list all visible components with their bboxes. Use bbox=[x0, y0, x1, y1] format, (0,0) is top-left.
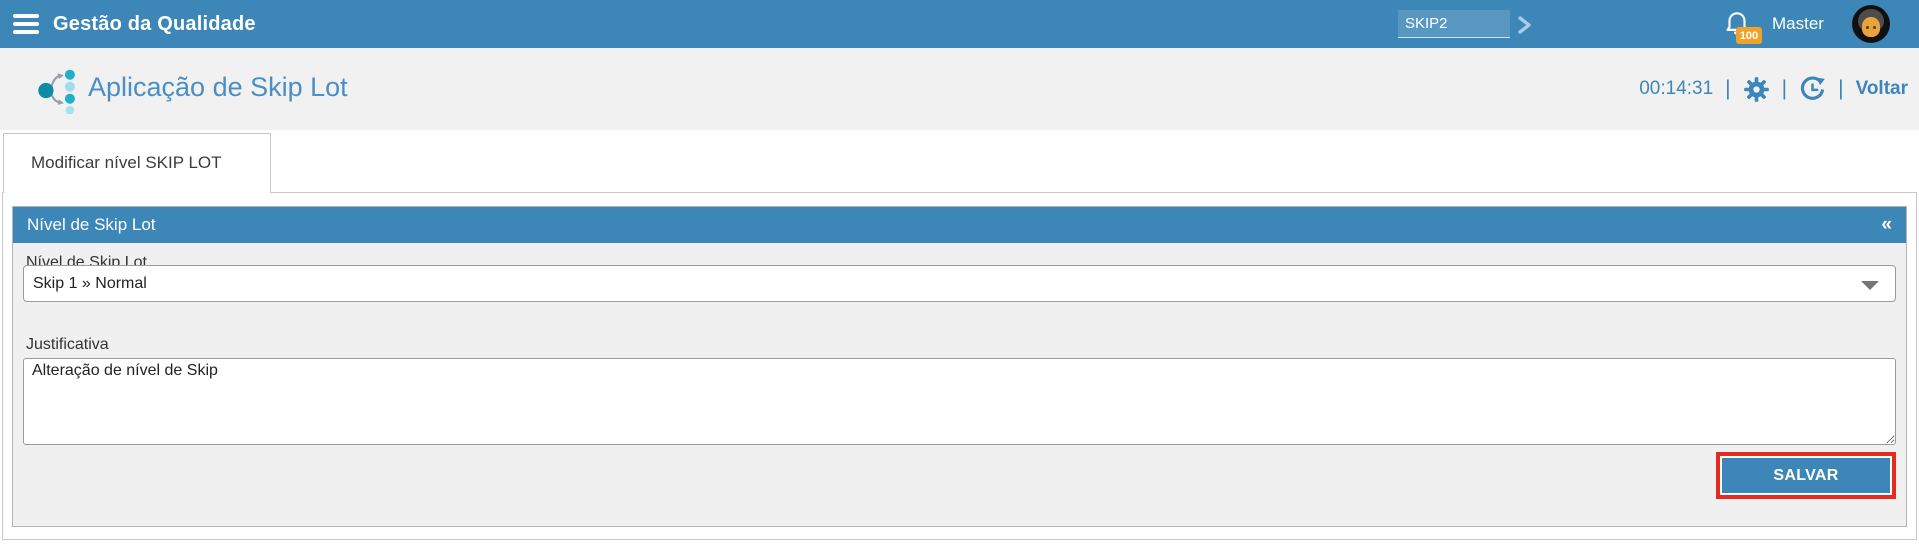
save-row: SALVAR bbox=[23, 452, 1896, 499]
settings-button[interactable] bbox=[1743, 76, 1770, 103]
top-bar: Gestão da Qualidade 100 Master bbox=[0, 0, 1919, 48]
refresh-button[interactable] bbox=[1799, 75, 1826, 103]
back-button[interactable]: Voltar bbox=[1855, 78, 1908, 99]
tab-content: Nível de Skip Lot « Nível de Skip Lot Sk… bbox=[2, 192, 1917, 540]
skip-level-selected-value: Skip 1 » Normal bbox=[33, 274, 147, 292]
session-timer: 00:14:31 bbox=[1639, 78, 1714, 99]
chevron-down-icon bbox=[1861, 281, 1879, 290]
save-button-highlight: SALVAR bbox=[1716, 452, 1896, 499]
separator: | bbox=[1781, 77, 1788, 100]
justification-label: Justificativa bbox=[26, 336, 109, 353]
page-title: Aplicação de Skip Lot bbox=[88, 72, 348, 102]
skip-level-label: Nível de Skip Lot bbox=[26, 254, 147, 271]
refresh-icon bbox=[1800, 75, 1825, 100]
panel-title: Nível de Skip Lot bbox=[27, 215, 156, 234]
app-title: Gestão da Qualidade bbox=[53, 12, 256, 35]
avatar[interactable] bbox=[1852, 5, 1890, 43]
notification-badge: 100 bbox=[1736, 27, 1762, 44]
page-header: Aplicação de Skip Lot 00:14:31 | bbox=[0, 48, 1919, 130]
chevron-right-icon[interactable] bbox=[1518, 16, 1532, 34]
hamburger-icon[interactable] bbox=[13, 14, 39, 34]
skip-level-select[interactable]: Skip 1 » Normal bbox=[23, 265, 1896, 302]
skip-lot-panel: Nível de Skip Lot « Nível de Skip Lot Sk… bbox=[12, 206, 1907, 527]
header-actions: 00:14:31 | bbox=[1639, 48, 1908, 130]
double-chevron-left-icon[interactable]: « bbox=[1881, 214, 1892, 235]
justification-textarea[interactable]: Alteração de nível de Skip bbox=[23, 358, 1896, 445]
panel-header: Nível de Skip Lot « bbox=[13, 207, 1906, 243]
username-label: Master bbox=[1772, 14, 1824, 33]
save-button[interactable]: SALVAR bbox=[1722, 458, 1890, 493]
search-input[interactable] bbox=[1398, 10, 1510, 38]
panel-body: Nível de Skip Lot Skip 1 » Normal Justif… bbox=[13, 243, 1906, 499]
gear-icon bbox=[1743, 76, 1769, 102]
separator: | bbox=[1725, 77, 1731, 100]
tabs-row: Modificar nível SKIP LOT bbox=[3, 133, 271, 193]
flow-icon bbox=[38, 69, 75, 114]
separator: | bbox=[1838, 77, 1844, 100]
tab-modificar-nivel-skip-lot[interactable]: Modificar nível SKIP LOT bbox=[3, 133, 271, 193]
notifications-button[interactable]: 100 bbox=[1722, 7, 1762, 44]
